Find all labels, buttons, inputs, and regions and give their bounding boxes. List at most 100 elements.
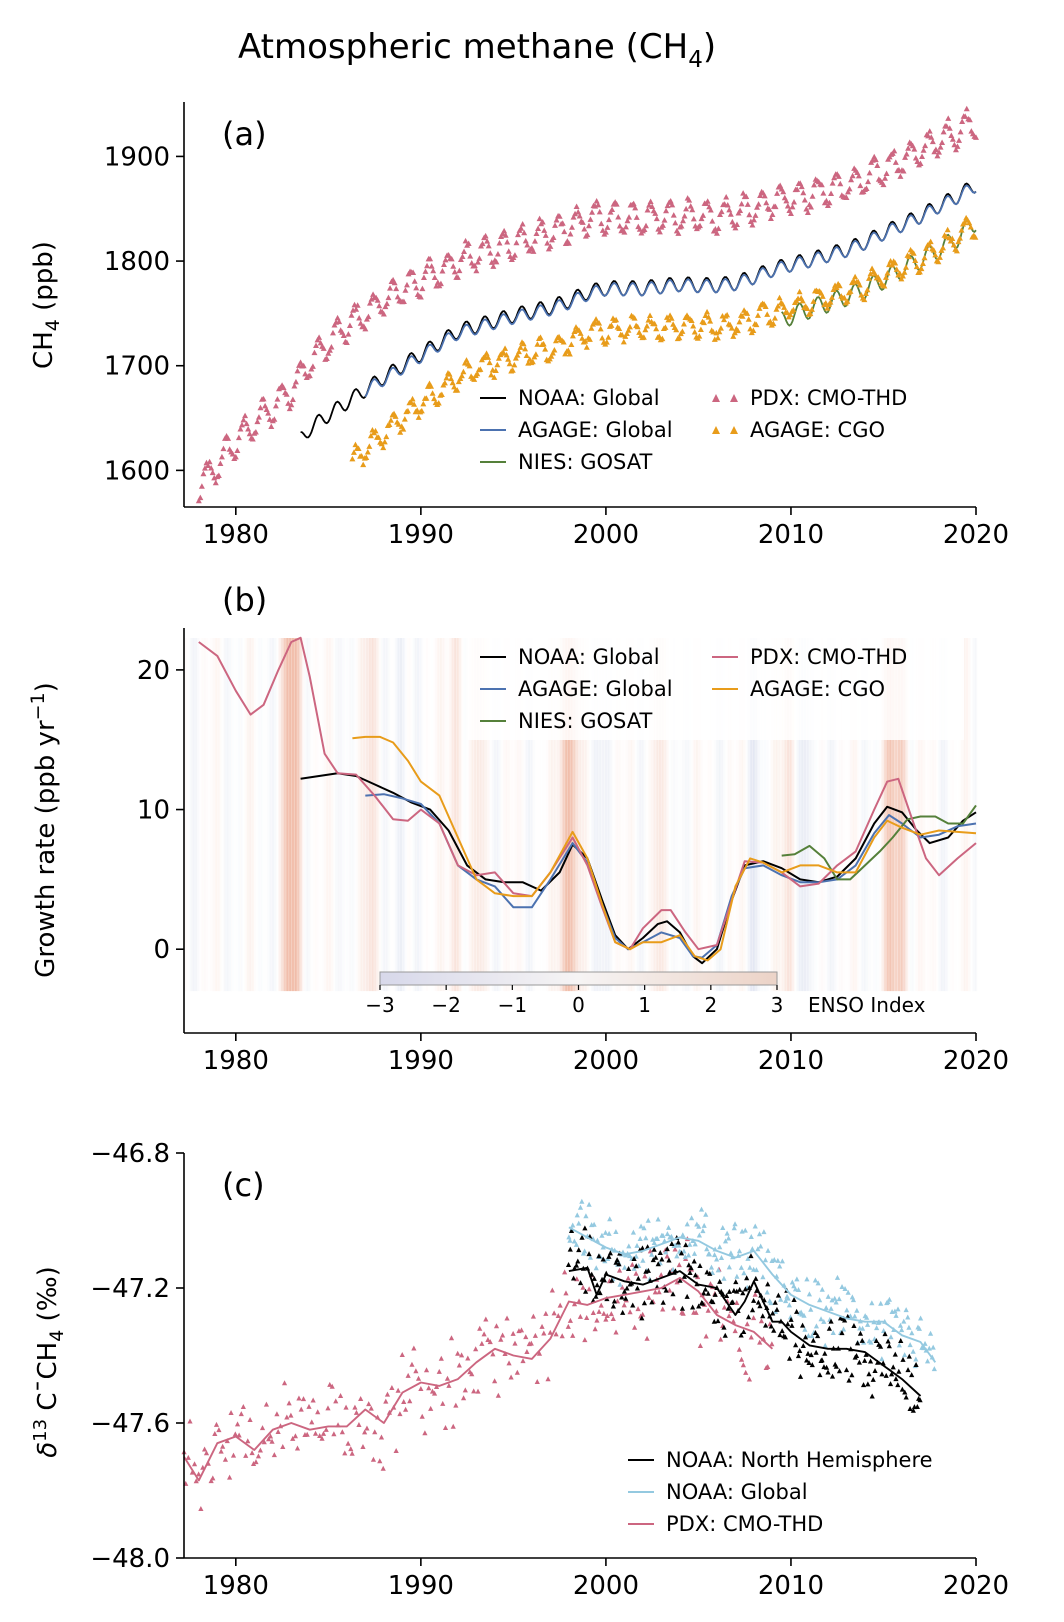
series-agage-global [364,184,977,398]
panel-a-legend: NOAA: Global AGAGE: Global NIES: GOSAT PDX:… [480,386,907,474]
data-point [600,1256,606,1262]
enso-stripe [571,638,574,992]
data-point [580,1284,586,1290]
data-point [895,1306,901,1312]
data-point [217,460,224,467]
enso-stripe [830,638,833,992]
enso-stripe [662,638,665,992]
data-point [550,234,557,240]
data-point [311,349,318,356]
data-point [830,1330,836,1336]
enso-stripe [282,638,285,992]
data-point [255,1453,262,1459]
data-point [511,252,518,258]
data-point [644,207,651,213]
data-point [597,1290,603,1296]
data-point [523,352,530,359]
data-point [493,1323,500,1329]
data-point [339,1429,345,1435]
data-point [866,169,873,176]
data-point [888,1334,894,1340]
data-point [320,1430,327,1436]
data-point [756,305,763,311]
data-point [752,1223,758,1229]
data-point [731,329,738,336]
data-point [818,1316,824,1322]
data-point [738,1356,745,1362]
data-point [744,1275,750,1281]
data-point [707,206,714,213]
data-point [634,1242,640,1248]
data-point [576,213,583,219]
data-point [885,1338,891,1344]
data-point [362,1429,368,1435]
data-point [742,1227,748,1233]
data-point [897,1322,904,1328]
enso-stripe [399,638,403,992]
data-point [899,1386,905,1392]
data-point [547,243,554,249]
data-point [495,1392,501,1398]
data-point [644,1335,650,1341]
panel-a-axes: 1980 1990 2000 2010 2020 1600 1700 1800 1900 [104,102,1009,550]
data-point [601,1310,607,1316]
data-point [732,1221,738,1227]
data-point [682,1254,688,1260]
enso-stripe [284,638,287,992]
enso-stripe [785,638,788,992]
data-point [675,1239,681,1245]
data-point [769,1341,775,1347]
data-point [696,222,703,229]
enso-stripe [686,638,689,992]
data-point [721,1324,727,1330]
data-point [762,303,769,310]
data-point [627,1309,633,1315]
data-point [366,300,373,306]
data-point [245,426,252,432]
enso-stripe [470,638,473,992]
data-point [754,204,761,210]
enso-stripe [555,638,558,992]
enso-stripe [214,638,217,992]
data-point [808,204,814,210]
data-point [785,1321,791,1327]
data-point [651,1246,657,1252]
data-point [630,1229,636,1235]
data-point [557,1302,563,1308]
data-point [878,1300,884,1306]
data-point [201,1446,208,1452]
data-point [602,1229,609,1235]
data-point [667,1287,673,1293]
panel-b-legend: NOAA: Global AGAGE: Global NIES: GOSAT PDX:… [468,636,964,740]
data-point [692,1272,699,1278]
data-point [673,326,680,333]
data-point [553,217,560,223]
data-point [834,1274,841,1280]
data-point [350,449,357,455]
data-point [833,284,840,291]
data-point [804,209,811,215]
data-point [383,1398,389,1404]
data-point [209,469,216,476]
enso-stripe [270,638,273,992]
data-point [380,311,387,317]
colorbar-tick-label: 0 [572,993,585,1017]
data-point [566,350,573,357]
data-point [647,312,654,318]
data-point [766,206,773,212]
data-point [690,215,697,222]
enso-stripe [438,638,441,992]
data-point [880,181,887,188]
data-point [581,225,588,232]
data-point [886,1296,893,1302]
enso-stripe [361,638,364,992]
enso-stripe [327,638,330,992]
data-point [655,1261,661,1267]
data-point [693,1309,699,1315]
data-point [450,1423,456,1429]
enso-stripe [742,638,745,992]
data-point [323,355,330,362]
legend-label: NOAA: North Hemisphere [666,1448,933,1472]
data-point [608,1311,614,1317]
data-point [440,261,447,268]
